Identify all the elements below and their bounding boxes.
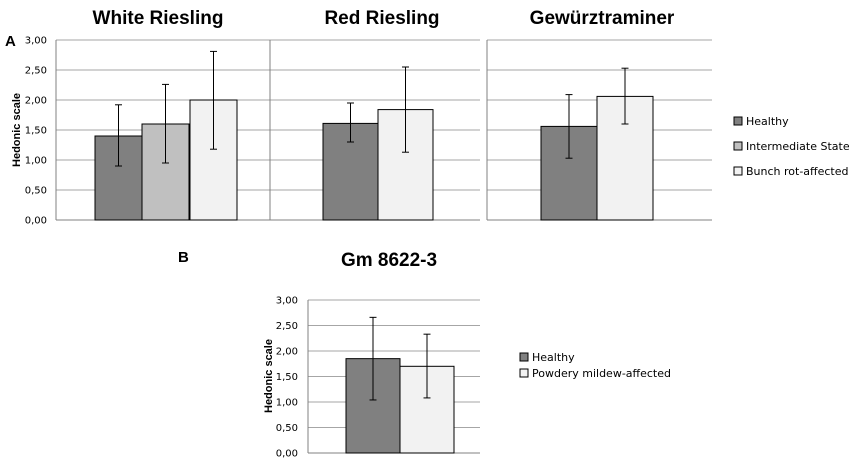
chart-4: 0,00 0,50 1,00 1,50 2,00 2,50 3,00 Hedonic scal… xyxy=(263,250,480,460)
error-bar xyxy=(369,316,377,401)
y-tick-label: 0,00 xyxy=(276,449,298,460)
chart-3: Gewürztraminer xyxy=(486,8,712,221)
legend-swatch xyxy=(733,141,743,151)
error-bar xyxy=(423,333,431,399)
legend-label: Powdery mildew-affected xyxy=(532,367,671,380)
y-tick-label: 0,00 xyxy=(25,216,47,227)
legend-label: Healthy xyxy=(746,115,789,128)
legend-label: Bunch rot-affected xyxy=(746,165,849,178)
chart-title: Gm 8622-3 xyxy=(341,250,437,271)
legend-swatch xyxy=(519,352,529,362)
y-axis-label: Hedonic scale xyxy=(11,93,23,167)
y-tick-label: 2,00 xyxy=(25,96,47,107)
error-bar xyxy=(565,94,573,159)
panel-label-b: B xyxy=(178,249,189,266)
legend-swatch xyxy=(519,368,529,378)
y-tick-label: 0,50 xyxy=(25,186,47,197)
y-tick-label: 1,00 xyxy=(25,156,47,167)
error-bar xyxy=(210,50,217,150)
legend-1: Healthy Intermediate State Bunch rot-affec… xyxy=(733,115,849,178)
legend-label: Intermediate State xyxy=(746,140,849,153)
error-bar xyxy=(347,102,354,143)
chart-1: 0,00 0,50 1,00 1,50 2,00 2,50 3,00 Hedonic scal… xyxy=(11,8,270,227)
legend-2: Healthy Powdery mildew-affected xyxy=(519,351,671,380)
chart-title: White Riesling xyxy=(93,8,224,29)
error-bar xyxy=(115,104,122,167)
chart-2: Red Riesling xyxy=(269,8,480,221)
y-tick-label: 3,00 xyxy=(276,296,298,307)
legend-swatch xyxy=(733,166,743,176)
y-tick-label: 2,00 xyxy=(276,347,298,358)
legend-swatch xyxy=(733,116,743,126)
y-tick-label: 2,50 xyxy=(25,66,47,77)
y-axis-label: Hedonic scale xyxy=(263,339,275,413)
y-tick-label: 0,50 xyxy=(276,423,298,434)
y-tick-label: 1,50 xyxy=(25,126,47,137)
legend-label: Healthy xyxy=(532,351,575,364)
y-tick-label: 2,50 xyxy=(276,321,298,332)
chart-title: Gewürztraminer xyxy=(530,8,675,29)
error-bar xyxy=(621,67,629,125)
y-tick-label: 1,00 xyxy=(276,398,298,409)
y-tick-label: 3,00 xyxy=(25,36,47,47)
error-bar xyxy=(402,66,409,153)
error-bar xyxy=(162,83,169,164)
y-tick-label: 1,50 xyxy=(276,372,298,383)
panel-label-a: A xyxy=(5,33,16,50)
chart-title: Red Riesling xyxy=(324,8,439,29)
